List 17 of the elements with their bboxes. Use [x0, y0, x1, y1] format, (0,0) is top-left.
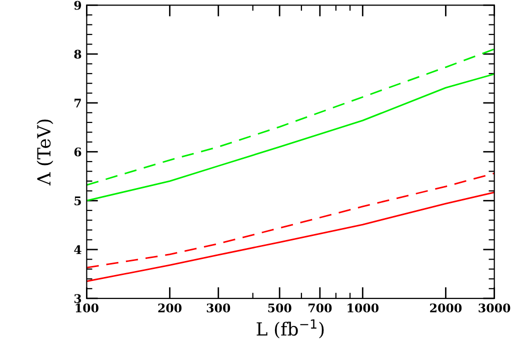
x-tick-label: 100 — [76, 303, 98, 312]
x-axis-title: L (fb$^{−1}$) — [256, 319, 324, 338]
y-axis-title: Λ (TeV) — [36, 120, 54, 186]
x-tick-label: 700 — [308, 303, 332, 312]
x-tick-label: 300 — [206, 303, 230, 312]
x-tick-label: 2000 — [430, 303, 462, 312]
x-tick-label: 500 — [268, 303, 292, 312]
x-tick-label: 200 — [158, 303, 182, 312]
y-tick-label: 3 — [74, 294, 82, 304]
y-tick-label: 6 — [74, 148, 82, 156]
y-tick-label: 7 — [74, 98, 81, 108]
y-tick-label: 9 — [74, 0, 82, 10]
y-tick-label: 5 — [74, 196, 81, 206]
y-tick-label: 8 — [74, 50, 82, 59]
x-tick-label: 3000 — [478, 303, 510, 312]
x-tick-label: 1000 — [348, 303, 379, 312]
y-tick-label: 4 — [74, 245, 82, 254]
